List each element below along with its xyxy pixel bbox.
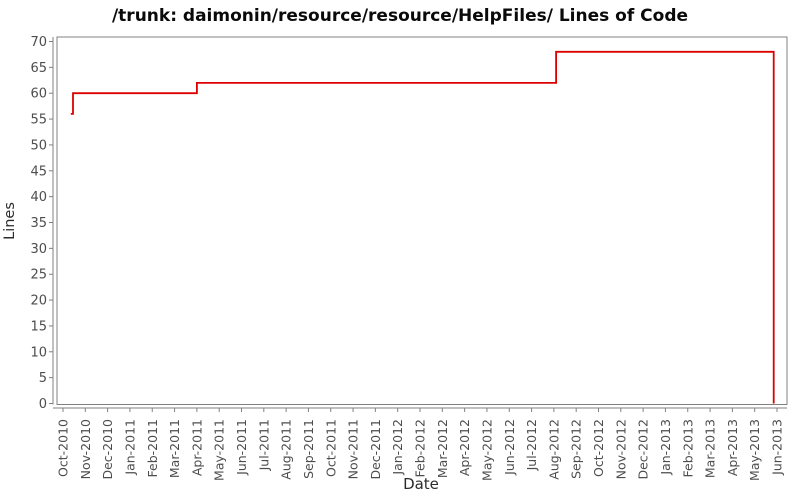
- x-tick-label: Feb-2011: [145, 419, 160, 477]
- x-tick-label: Dec-2010: [100, 419, 115, 480]
- x-tick-label: May-2011: [212, 419, 227, 481]
- x-tick-label: Mar-2011: [167, 419, 182, 478]
- x-tick-label: Nov-2012: [613, 419, 628, 479]
- x-tick-label: Oct-2011: [323, 419, 338, 477]
- x-tick-label: Aug-2011: [279, 419, 294, 480]
- y-tick-label: 30: [30, 242, 47, 257]
- x-tick-label: Oct-2010: [56, 419, 71, 477]
- y-tick-label: 55: [30, 113, 47, 128]
- x-tick-label: Nov-2010: [78, 419, 93, 479]
- y-axis-label: Lines: [2, 202, 18, 240]
- x-tick-label: Nov-2011: [346, 419, 361, 479]
- x-tick-label: Dec-2011: [368, 419, 383, 480]
- x-axis-label: Date: [403, 475, 439, 493]
- x-tick-label: Dec-2012: [636, 419, 651, 480]
- x-tick-label: Jun-2011: [234, 419, 249, 476]
- x-tick-label: May-2012: [479, 419, 494, 481]
- x-tick-label: Oct-2012: [591, 419, 606, 477]
- x-tick-label: May-2013: [747, 419, 762, 481]
- x-tick-label: Jun-2012: [502, 419, 517, 476]
- x-tick-label: Jul-2011: [256, 419, 271, 471]
- y-tick-label: 70: [30, 35, 47, 50]
- loc-step-line: [70, 50, 775, 404]
- x-tick-label: Aug-2012: [546, 419, 561, 480]
- x-tick-label: Apr-2013: [725, 419, 740, 476]
- x-tick-label: Jul-2012: [524, 419, 539, 471]
- x-tick-label: Jan-2012: [390, 419, 405, 476]
- x-tick-label: Jun-2013: [770, 419, 785, 476]
- x-tick-label: Feb-2013: [680, 419, 695, 477]
- chart-title: /trunk: daimonin/resource/resource/HelpF…: [111, 6, 689, 26]
- plot-border: [56, 36, 788, 405]
- x-tick-label: Sep-2012: [569, 419, 584, 479]
- x-tick-label: Mar-2013: [703, 419, 718, 478]
- x-tick-label: Apr-2012: [457, 419, 472, 476]
- y-tick-label: 45: [30, 164, 47, 179]
- y-tick-label: 5: [39, 371, 47, 386]
- y-tick-label: 35: [30, 216, 47, 231]
- y-tick-label: 0: [39, 397, 47, 412]
- y-tick-label: 10: [30, 345, 47, 360]
- y-tick-label: 60: [30, 87, 47, 102]
- y-tick-label: 50: [30, 138, 47, 153]
- x-tick-label: Feb-2012: [413, 419, 428, 477]
- y-tick-label: 65: [30, 61, 47, 76]
- x-tick-label: Sep-2011: [301, 419, 316, 479]
- y-tick-label: 25: [30, 268, 47, 283]
- x-tick-label: Mar-2012: [435, 419, 450, 478]
- x-tick-label: Jan-2013: [658, 419, 673, 476]
- x-tick-label: Apr-2011: [189, 419, 204, 476]
- y-tick-label: 40: [30, 190, 47, 205]
- y-tick-label: 15: [30, 319, 47, 334]
- y-tick-label: 20: [30, 294, 47, 309]
- x-tick-label: Jan-2011: [122, 419, 137, 476]
